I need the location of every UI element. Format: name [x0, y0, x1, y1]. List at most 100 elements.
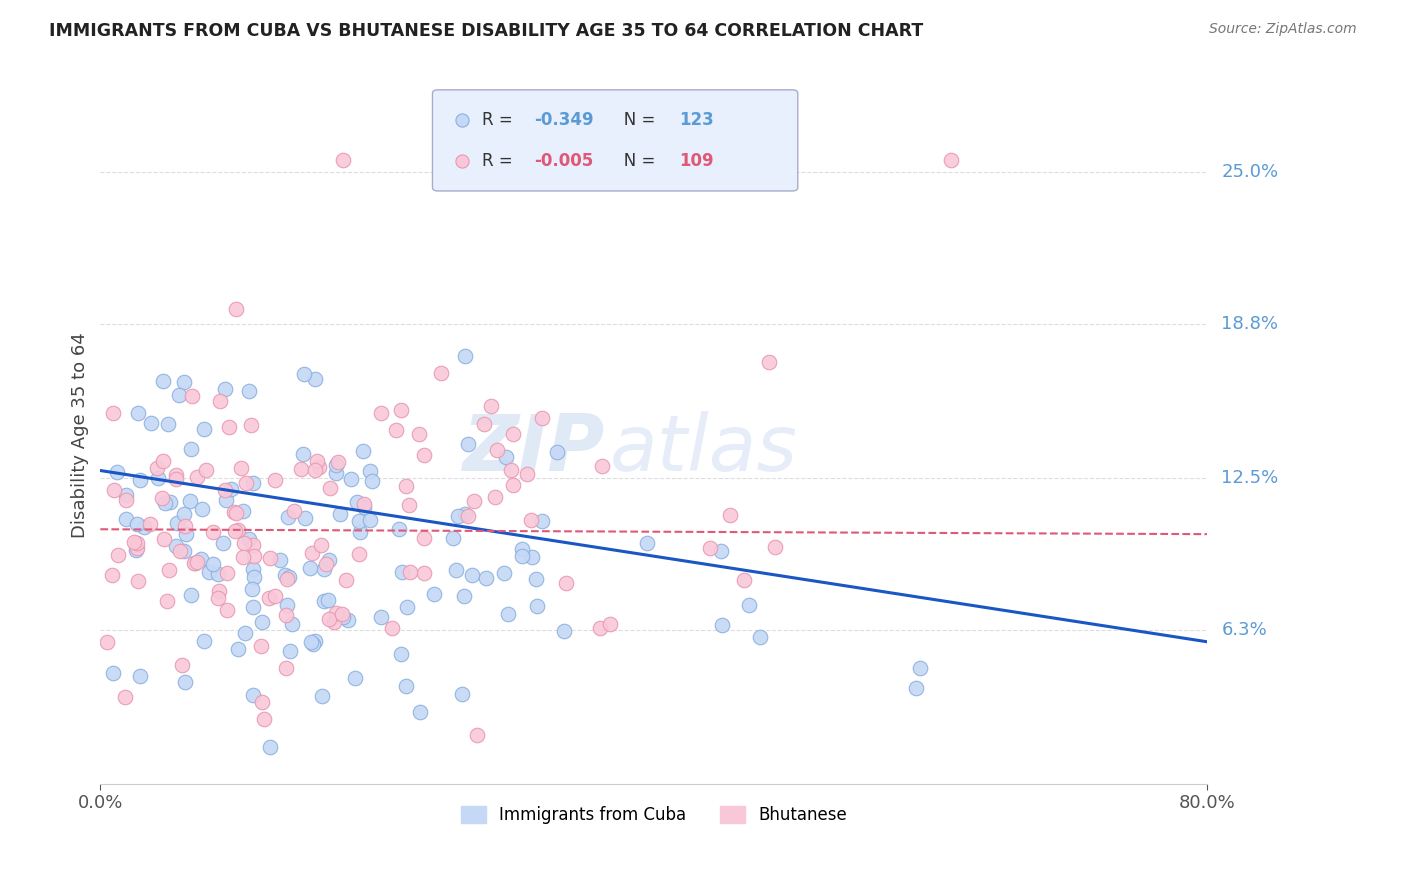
Point: [214, 382, 236, 396]
Point: [457, 437, 479, 451]
Point: [278, 570, 301, 584]
Point: [349, 525, 371, 540]
Point: [346, 495, 368, 509]
Point: [242, 600, 264, 615]
Point: [332, 609, 354, 624]
Point: [453, 508, 475, 522]
Point: [218, 420, 240, 434]
Point: [127, 406, 149, 420]
Point: [238, 533, 260, 547]
Point: [291, 447, 314, 461]
Point: [444, 563, 467, 577]
Point: [231, 461, 253, 475]
Point: [941, 153, 963, 167]
Point: [174, 674, 197, 689]
Point: [263, 474, 285, 488]
Point: [353, 500, 375, 515]
Point: [479, 399, 502, 413]
Point: [183, 556, 205, 570]
Point: [301, 546, 323, 560]
Point: [553, 624, 575, 639]
Point: [738, 599, 761, 613]
Point: [156, 594, 179, 608]
Point: [318, 592, 340, 607]
Point: [343, 671, 366, 685]
Point: [395, 479, 418, 493]
Point: [276, 598, 298, 612]
Point: [242, 570, 264, 584]
Point: [475, 571, 498, 585]
Point: [190, 502, 212, 516]
Point: [242, 562, 264, 576]
Point: [359, 464, 381, 478]
Point: [242, 582, 264, 597]
Point: [139, 517, 162, 532]
Point: [396, 599, 419, 614]
Point: [699, 541, 721, 556]
Point: [179, 493, 201, 508]
Point: [339, 472, 361, 486]
Point: [180, 588, 202, 602]
Point: [148, 470, 170, 484]
Point: [413, 531, 436, 545]
Point: [318, 612, 340, 626]
Point: [103, 483, 125, 498]
Point: [328, 455, 350, 469]
Text: -0.005: -0.005: [534, 153, 593, 170]
Point: [294, 510, 316, 524]
Point: [207, 566, 229, 581]
Point: [224, 524, 246, 539]
Point: [233, 536, 256, 550]
Point: [150, 491, 173, 505]
Point: [169, 544, 191, 558]
Point: [222, 505, 245, 519]
Point: [225, 506, 247, 520]
Point: [165, 472, 187, 486]
Point: [472, 417, 495, 432]
Point: [152, 375, 174, 389]
Point: [166, 516, 188, 530]
Point: [311, 689, 333, 703]
Point: [125, 536, 148, 550]
Point: [304, 634, 326, 648]
Point: [208, 393, 231, 408]
Point: [408, 427, 430, 442]
Point: [758, 355, 780, 369]
Point: [905, 681, 928, 695]
Text: N =: N =: [609, 153, 661, 170]
Point: [208, 584, 231, 599]
Point: [602, 153, 624, 167]
Point: [173, 375, 195, 389]
Point: [242, 688, 264, 702]
Text: Source: ZipAtlas.com: Source: ZipAtlas.com: [1209, 22, 1357, 37]
Point: [219, 482, 242, 496]
Point: [486, 442, 509, 457]
Point: [173, 544, 195, 558]
Point: [125, 541, 148, 556]
Point: [510, 542, 533, 557]
Point: [299, 561, 322, 575]
Point: [447, 509, 470, 524]
Point: [152, 453, 174, 467]
Point: [388, 522, 411, 536]
Point: [315, 557, 337, 571]
Point: [128, 669, 150, 683]
Point: [322, 615, 344, 629]
Point: [114, 512, 136, 526]
FancyBboxPatch shape: [433, 90, 797, 191]
Point: [389, 648, 412, 662]
Point: [370, 609, 392, 624]
Point: [335, 573, 357, 587]
Point: [242, 476, 264, 491]
Point: [749, 630, 772, 644]
Point: [174, 527, 197, 541]
Point: [494, 566, 516, 581]
Point: [398, 498, 420, 512]
Point: [259, 551, 281, 566]
Point: [908, 661, 931, 675]
Point: [122, 534, 145, 549]
Point: [243, 549, 266, 563]
Point: [385, 423, 408, 437]
Point: [194, 463, 217, 477]
Text: 109: 109: [679, 153, 714, 170]
